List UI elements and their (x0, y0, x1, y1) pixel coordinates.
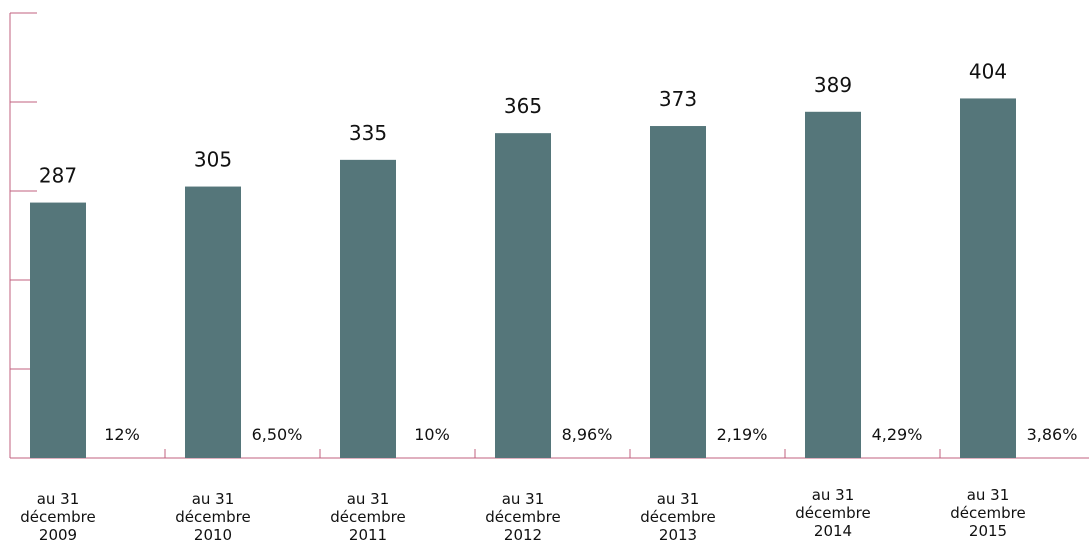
x-category-label: au 31 décembre 2013 (640, 490, 715, 544)
x-category-label: au 31 décembre 2012 (485, 490, 560, 544)
growth-label: 10% (414, 425, 450, 444)
chart-bars (30, 98, 1016, 459)
growth-label: 8,96% (562, 425, 613, 444)
x-category-label: au 31 décembre 2015 (950, 486, 1025, 540)
bar-value-label: 287 (39, 164, 77, 188)
x-category-label: au 31 décembre 2009 (20, 490, 95, 544)
bar-value-label: 373 (659, 87, 697, 111)
bar-value-label: 305 (194, 148, 232, 172)
chart-labels: 287 12% au 31 décembre 2009 305 6,50% au 31 déce… (20, 59, 1077, 544)
bar (185, 186, 241, 459)
bar-value-label: 365 (504, 94, 542, 118)
bar (960, 98, 1016, 458)
bar (340, 159, 396, 458)
bar (805, 111, 861, 458)
x-category-label: au 31 décembre 2010 (175, 490, 250, 544)
x-category-label: au 31 décembre 2011 (330, 490, 405, 544)
growth-label: 3,86% (1027, 425, 1078, 444)
growth-label: 12% (104, 425, 140, 444)
bar-value-label: 404 (969, 59, 1007, 83)
bar (30, 202, 86, 458)
bar (495, 133, 551, 458)
growth-label: 2,19% (717, 425, 768, 444)
bar-value-label: 389 (814, 73, 852, 97)
growth-label: 4,29% (872, 425, 923, 444)
bar-value-label: 335 (349, 121, 387, 145)
x-category-label: au 31 décembre 2014 (795, 486, 870, 540)
growth-label: 6,50% (252, 425, 303, 444)
bar (650, 126, 706, 458)
